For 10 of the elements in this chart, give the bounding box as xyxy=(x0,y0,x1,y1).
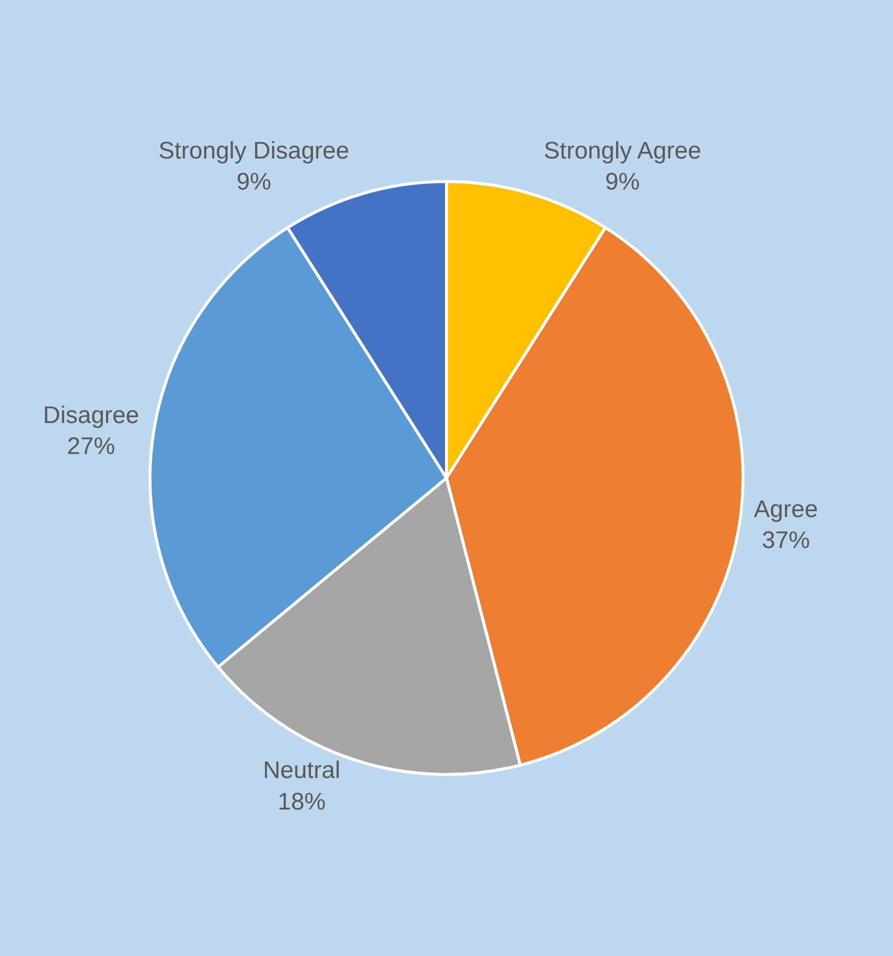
slice-label: Strongly Disagree xyxy=(158,137,350,164)
data-label: 18% xyxy=(278,788,326,816)
slice-label: Neutral xyxy=(262,757,340,784)
slice-label: Strongly Agree xyxy=(544,137,702,164)
data-label: 9% xyxy=(605,168,640,196)
data-label: 9% xyxy=(236,168,272,196)
data-label: 27% xyxy=(67,433,116,460)
slice-label: Agree xyxy=(754,496,818,523)
slice-label: Disagree xyxy=(43,402,140,429)
data-label: 37% xyxy=(762,527,810,554)
